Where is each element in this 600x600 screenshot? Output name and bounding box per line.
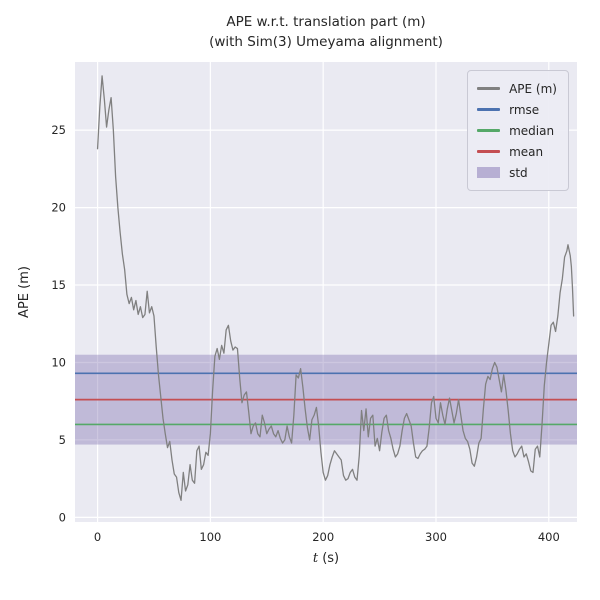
y-axis-label: APE (m) [17, 266, 32, 318]
x-axis-label: t (s) [75, 551, 577, 566]
legend-swatch-ape-line [477, 87, 501, 90]
legend-label-std: std [509, 165, 528, 180]
x-tick-label: 300 [425, 530, 447, 544]
legend-swatch-median-line [477, 129, 501, 132]
legend-swatch-std-patch [477, 167, 501, 178]
chart-title: APE w.r.t. translation part (m) (with Si… [75, 13, 577, 52]
legend-swatch-rmse-line [477, 108, 501, 111]
legend-item-mean: mean [477, 141, 557, 162]
chart-title-line2: (with Sim(3) Umeyama alignment) [209, 33, 443, 50]
y-tick-label: 25 [51, 123, 66, 137]
legend-label-mean: mean [509, 144, 544, 159]
y-tick-label: 0 [59, 510, 66, 524]
legend-label-median: median [509, 123, 555, 138]
y-tick-label: 5 [59, 433, 66, 447]
x-tick-label: 0 [94, 530, 101, 544]
ape-line [96, 75, 575, 501]
x-axis-label-var: t [312, 551, 319, 566]
legend-label-rmse: rmse [509, 102, 540, 117]
y-tick-label: 10 [51, 355, 66, 369]
legend-item-median: median [477, 120, 557, 141]
chart-title-line1: APE w.r.t. translation part (m) [226, 14, 426, 30]
x-tick-label: 400 [538, 530, 560, 544]
x-tick-label: 100 [199, 530, 221, 544]
legend-item-rmse: rmse [477, 99, 557, 120]
legend: APE (m) rmse median mean std [467, 70, 569, 191]
y-tick-label: 15 [51, 278, 66, 292]
x-axis-label-unit: (s) [318, 551, 340, 566]
legend-label-ape: APE (m) [509, 81, 557, 96]
legend-item-ape: APE (m) [477, 78, 557, 99]
legend-swatch-mean-line [477, 150, 501, 153]
legend-item-std: std [477, 162, 557, 183]
x-tick-label: 200 [312, 530, 334, 544]
y-tick-label: 20 [51, 201, 66, 215]
